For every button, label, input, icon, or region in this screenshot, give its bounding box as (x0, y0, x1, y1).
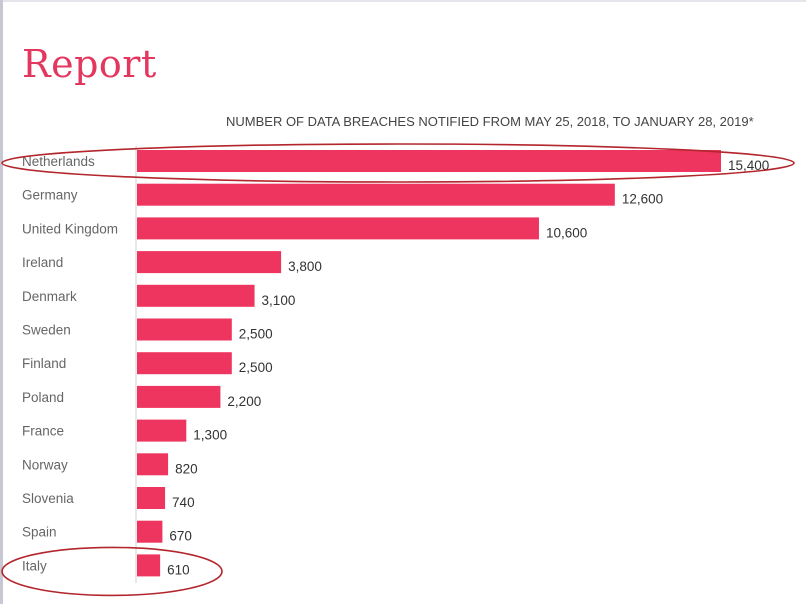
category-label-norway: Norway (22, 457, 68, 472)
value-label-spain: 670 (169, 529, 192, 544)
window-top-edge (0, 0, 806, 2)
category-label-ireland: Ireland (22, 255, 63, 270)
category-label-spain: Spain (22, 525, 57, 540)
bar-spain (137, 520, 163, 543)
value-label-norway: 820 (175, 461, 198, 476)
value-label-denmark: 3,100 (262, 293, 296, 308)
category-label-netherlands: Netherlands (22, 154, 95, 169)
window-left-edge (0, 0, 3, 604)
bar-germany (137, 183, 615, 206)
bar-poland (137, 385, 221, 408)
category-label-slovenia: Slovenia (22, 491, 74, 506)
category-label-finland: Finland (22, 356, 66, 371)
chart-title: NUMBER OF DATA BREACHES NOTIFIED FROM MA… (226, 114, 754, 129)
bar-france (137, 419, 187, 442)
category-label-germany: Germany (22, 188, 78, 203)
bar-united-kingdom (137, 217, 539, 240)
bar-norway (137, 453, 169, 476)
value-label-italy: 610 (167, 562, 190, 577)
category-label-poland: Poland (22, 390, 64, 405)
category-label-italy: Italy (22, 558, 47, 573)
bar-ireland (137, 251, 282, 274)
value-label-finland: 2,500 (239, 360, 273, 375)
category-label-denmark: Denmark (22, 289, 77, 304)
bar-denmark (137, 284, 255, 307)
category-label-united-kingdom: United Kingdom (22, 221, 118, 236)
bar-sweden (137, 318, 232, 341)
value-label-slovenia: 740 (172, 495, 195, 510)
bar-finland (137, 352, 232, 375)
value-label-france: 1,300 (193, 428, 227, 443)
bar-italy (137, 554, 161, 577)
value-label-united-kingdom: 10,600 (546, 225, 587, 240)
value-label-poland: 2,200 (227, 394, 261, 409)
value-label-sweden: 2,500 (239, 327, 273, 342)
bar-netherlands (137, 150, 721, 172)
category-label-sweden: Sweden (22, 323, 71, 338)
value-label-netherlands: 15,400 (728, 158, 769, 173)
category-label-france: France (22, 424, 64, 439)
bar-slovenia (137, 487, 166, 509)
highlight-ellipse-netherlands (1, 143, 795, 183)
highlight-ellipse-italy (1, 546, 223, 597)
report-title: Report (22, 42, 157, 86)
value-label-ireland: 3,800 (288, 259, 322, 274)
value-label-germany: 12,600 (622, 192, 663, 207)
